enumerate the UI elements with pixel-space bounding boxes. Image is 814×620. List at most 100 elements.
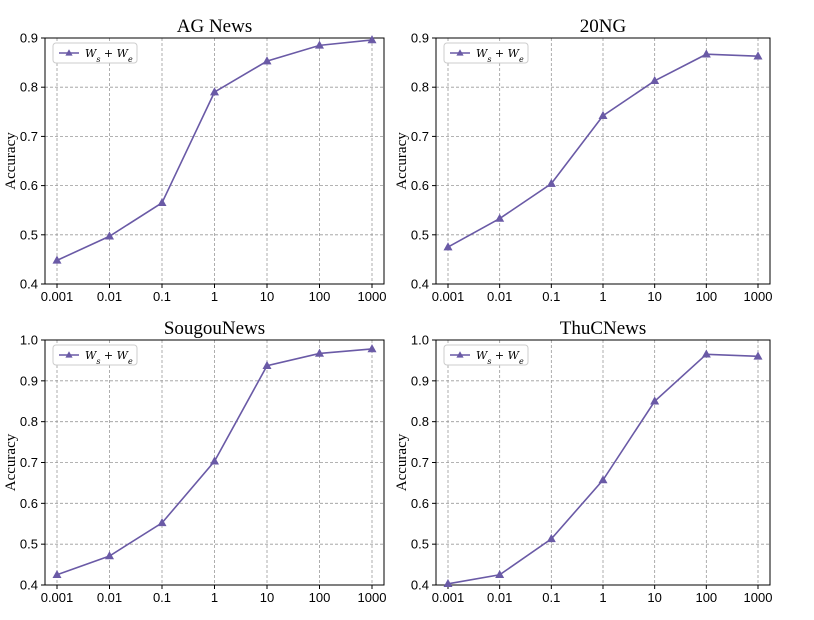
x-tick-label: 1000	[358, 289, 387, 304]
y-axis-label: Accuracy	[394, 132, 410, 190]
data-point-marker	[157, 198, 167, 207]
chart-title: ThuCNews	[560, 318, 647, 339]
x-tick-label: 1	[599, 590, 606, 605]
data-point-marker	[443, 578, 453, 588]
legend-label: Ws + We	[85, 349, 133, 366]
chart-panel-3: 0.001 0.01 0.1 1 10 100 1000 0.4 0.5 0.6 0.7 0.8 0.9…	[3, 318, 386, 605]
legend-label: Ws + We	[476, 47, 524, 64]
y-axis-label: Accuracy	[3, 132, 19, 190]
chart-title: SougouNews	[164, 318, 265, 339]
y-tick-label: 0.4	[411, 578, 429, 593]
legend-box	[52, 344, 138, 366]
y-tick-label: 0.9	[20, 373, 38, 388]
x-tick-label: 100	[695, 289, 717, 304]
y-tick-label: 0.6	[411, 178, 429, 193]
y-tick-label: 0.7	[20, 129, 38, 144]
data-point-marker	[495, 213, 505, 222]
y-tick-label: 0.4	[20, 578, 38, 593]
data-point-marker	[753, 51, 763, 60]
chart-panel-2: 0.001 0.01 0.1 1 10 100 1000 0.4 0.5 0.6 0.7 0.8 0.9…	[394, 16, 772, 304]
legend: Ws + We	[52, 344, 138, 366]
x-tick-label: 0.01	[97, 590, 122, 605]
data-point-marker	[104, 231, 115, 240]
x-tick-label: 1	[211, 590, 218, 605]
x-tick-label: 0.1	[153, 590, 171, 605]
y-tick-label: 0.5	[20, 227, 38, 242]
legend: Ws + We	[52, 42, 138, 64]
x-tick-label: 100	[309, 289, 331, 304]
x-tick-label: 0.01	[97, 289, 122, 304]
chart-panel-1: 0.001 0.01 0.1 1 10 100 1000 0.4 0.5 0.6 0.7 0.8 0.9…	[3, 16, 386, 304]
legend: Ws + We	[443, 344, 529, 366]
y-axis-label: Accuracy	[3, 433, 19, 491]
y-tick-label: 0.7	[20, 455, 38, 470]
x-tick-label: 1	[599, 289, 606, 304]
y-tick-label: 0.5	[411, 537, 429, 552]
data-point-marker	[262, 360, 272, 369]
x-tick-label: 100	[695, 590, 717, 605]
data-point-marker	[52, 569, 62, 579]
data-point-marker	[598, 110, 608, 119]
data-point-marker	[701, 49, 711, 58]
x-tick-label: 0.001	[41, 289, 74, 304]
y-tick-label: 0.5	[411, 227, 429, 242]
y-axis-label: Accuracy	[394, 433, 410, 491]
x-tick-label: 0.001	[432, 590, 465, 605]
data-point-marker	[104, 551, 115, 560]
y-tick-label: 1.0	[20, 333, 38, 348]
legend-marker-icon	[456, 351, 464, 358]
data-point-marker	[157, 518, 167, 527]
x-tick-label: 0.001	[432, 289, 465, 304]
x-tick-label: 10	[260, 590, 274, 605]
data-point-marker	[598, 475, 608, 484]
data-point-marker	[367, 35, 377, 44]
x-tick-label: 1000	[358, 590, 387, 605]
y-tick-label: 0.9	[411, 31, 429, 46]
x-tick-label: 0.1	[153, 289, 171, 304]
data-point-marker	[209, 456, 220, 465]
x-tick-label: 10	[260, 289, 274, 304]
legend-marker-icon	[456, 49, 464, 56]
y-tick-label: 0.4	[411, 277, 429, 292]
data-point-marker	[314, 40, 325, 49]
x-tick-label: 1	[211, 289, 218, 304]
legend-label: Ws + We	[85, 47, 133, 64]
y-tick-label: 1.0	[411, 333, 429, 348]
y-tick-label: 0.6	[20, 496, 38, 511]
y-tick-label: 0.5	[20, 537, 38, 552]
y-tick-label: 0.4	[20, 277, 38, 292]
x-tick-label: 0.01	[487, 289, 512, 304]
y-tick-label: 0.6	[20, 178, 38, 193]
data-point-marker	[314, 348, 325, 357]
data-point-marker	[262, 56, 272, 65]
data-point-marker	[367, 344, 377, 353]
legend: Ws + We	[443, 42, 529, 64]
chart-title: 20NG	[580, 16, 627, 37]
data-point-marker	[546, 534, 556, 543]
legend-marker-icon	[65, 49, 73, 56]
y-tick-label: 0.7	[411, 455, 429, 470]
data-point-marker	[753, 351, 763, 360]
legend-box	[443, 344, 529, 366]
y-tick-label: 0.8	[20, 80, 38, 95]
y-tick-label: 0.9	[20, 31, 38, 46]
y-tick-label: 0.8	[411, 80, 429, 95]
x-tick-label: 1000	[744, 590, 773, 605]
y-tick-label: 0.6	[411, 496, 429, 511]
x-tick-label: 0.1	[542, 289, 560, 304]
x-tick-label: 10	[647, 289, 661, 304]
legend-marker-icon	[65, 351, 73, 358]
chart-title: AG News	[177, 16, 252, 37]
y-tick-label: 0.8	[20, 414, 38, 429]
legend-label: Ws + We	[476, 349, 524, 366]
x-tick-label: 10	[647, 590, 661, 605]
x-tick-label: 0.01	[487, 590, 512, 605]
x-tick-label: 100	[309, 590, 331, 605]
data-point-marker	[650, 75, 660, 85]
x-tick-label: 1000	[744, 289, 773, 304]
y-tick-label: 0.7	[411, 129, 429, 144]
data-point-marker	[495, 569, 505, 579]
x-tick-label: 0.1	[542, 590, 560, 605]
legend-box	[443, 42, 529, 64]
